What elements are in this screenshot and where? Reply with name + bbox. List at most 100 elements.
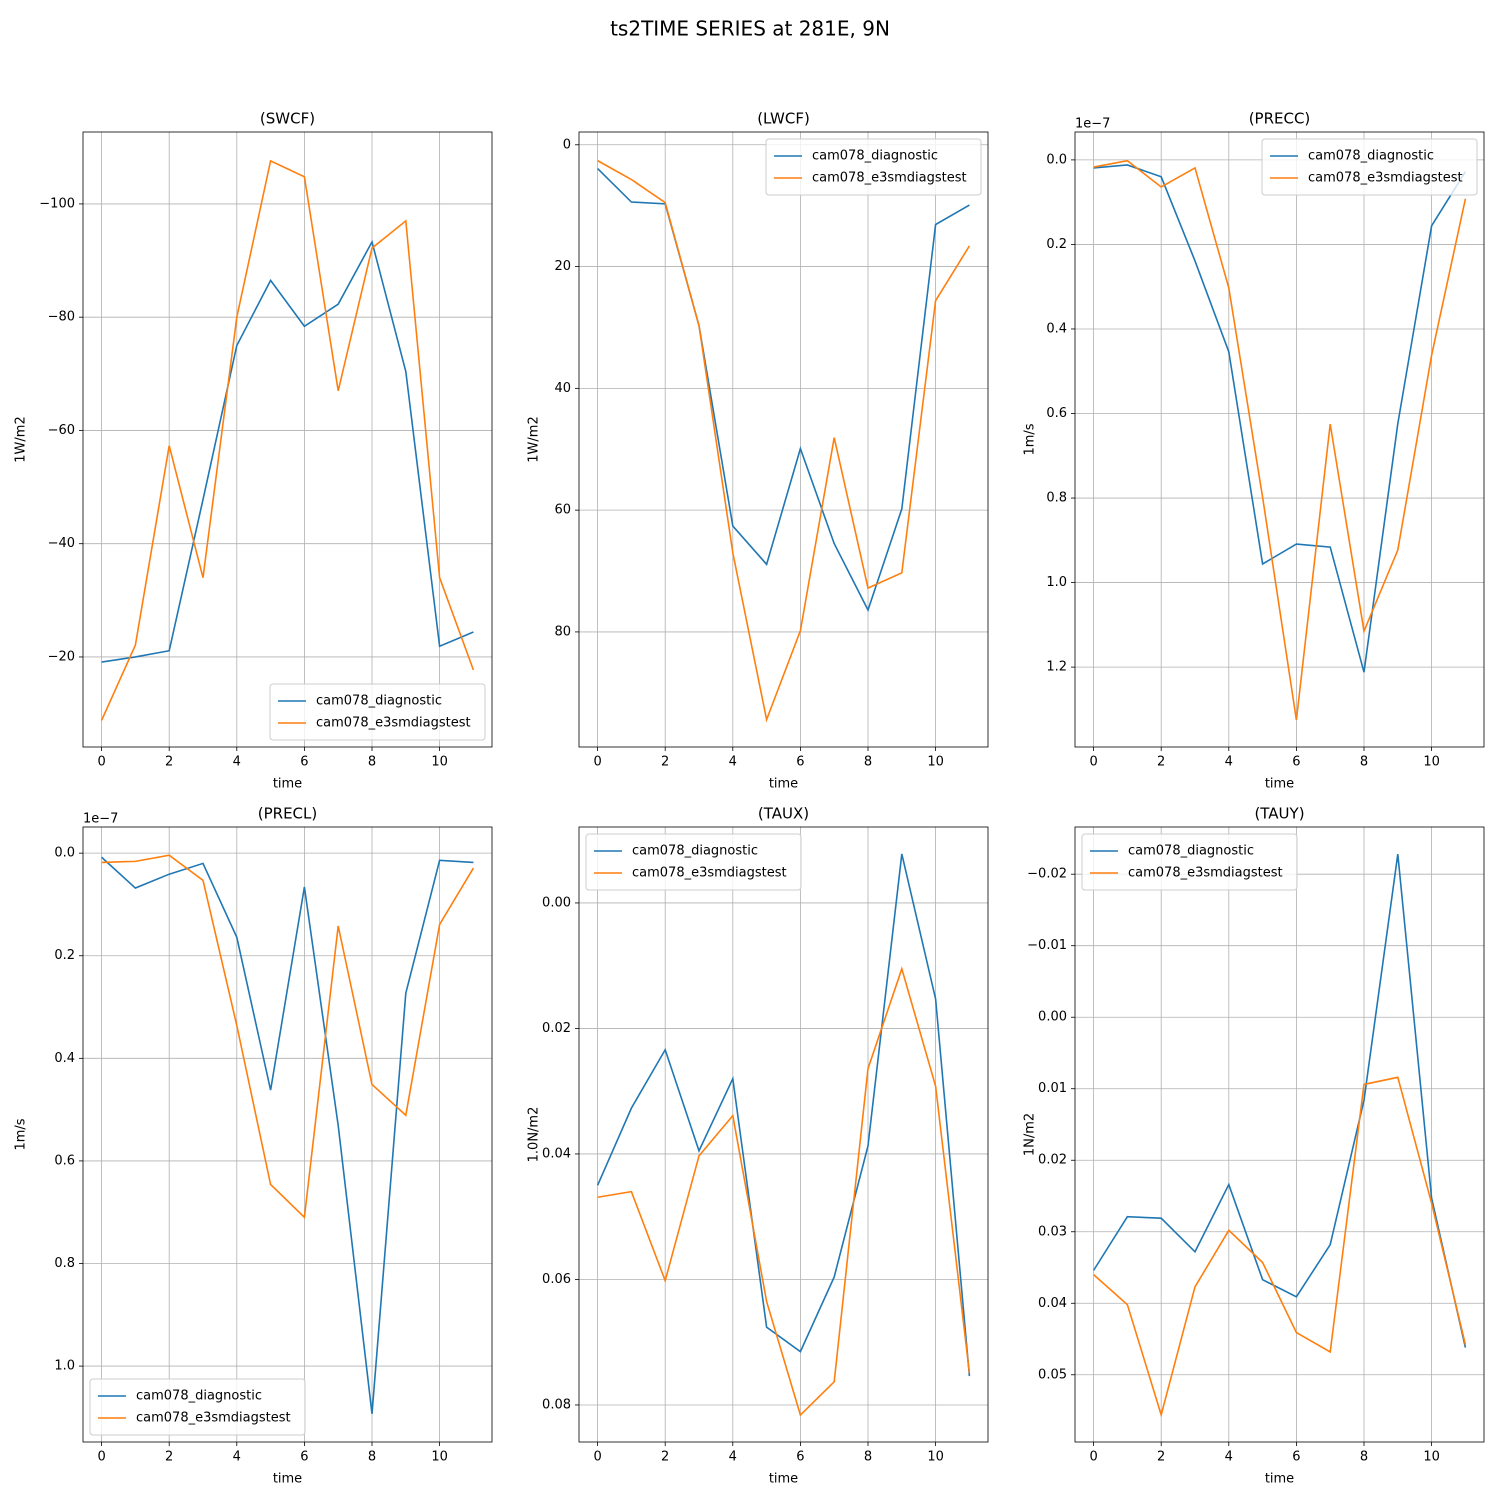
- y-tick-label: −0.02: [1027, 867, 1067, 882]
- y-tick-label: 80: [554, 624, 571, 639]
- x-axis-label: time: [273, 1472, 302, 1487]
- y-tick-label: 0.02: [542, 1021, 571, 1036]
- y-tick-label: 1.2: [1046, 660, 1067, 675]
- x-tick-label: 6: [300, 755, 308, 770]
- x-tick-label: 0: [1089, 755, 1097, 770]
- axes-frame: [82, 826, 493, 1443]
- subplot-title: (PRECL): [258, 805, 317, 823]
- y-axis-label: 1W/m2: [527, 416, 542, 462]
- y-tick-label: 0.4: [1046, 321, 1067, 336]
- x-tick-label: 8: [368, 755, 376, 770]
- subplot-title: (TAUY): [1254, 805, 1304, 823]
- x-tick-label: 10: [1423, 755, 1440, 770]
- x-axis-label: time: [769, 1472, 798, 1487]
- legend-label: cam078_e3smdiagstest: [632, 866, 787, 881]
- series-line: [101, 854, 475, 1220]
- y-tick-label: 40: [554, 381, 571, 396]
- y-tick-label: −100: [39, 196, 75, 211]
- x-tick-label: 6: [1292, 755, 1300, 770]
- y-tick-label: 0.02: [1038, 1153, 1067, 1168]
- x-tick-label: 6: [796, 755, 804, 770]
- x-tick-label: 4: [1225, 755, 1233, 770]
- legend-label: cam078_diagnostic: [632, 844, 758, 859]
- legend-label: cam078_e3smdiagstest: [1308, 171, 1463, 186]
- axes-frame: [578, 826, 989, 1443]
- series-line: [101, 239, 474, 663]
- series-line: [1093, 159, 1467, 721]
- x-tick-label: 2: [1157, 1450, 1165, 1465]
- x-tick-label: 8: [864, 1450, 872, 1465]
- y-tick-label: 0.06: [542, 1272, 571, 1287]
- legend-box: [1081, 833, 1298, 891]
- x-tick-label: 6: [1292, 1450, 1300, 1465]
- x-tick-label: 4: [729, 1450, 737, 1465]
- y-tick-label: 0.01: [1038, 1081, 1067, 1096]
- subplot-title: (PRECC): [1249, 110, 1311, 128]
- y-tick-label: 20: [554, 259, 571, 274]
- x-tick-label: 8: [368, 1450, 376, 1465]
- x-tick-label: 0: [593, 1450, 601, 1465]
- x-tick-label: 0: [97, 1450, 105, 1465]
- x-axis-label: time: [273, 777, 302, 792]
- y-tick-label: 0.04: [1038, 1296, 1067, 1311]
- series-line: [1092, 854, 1467, 1348]
- legend-label: cam078_diagnostic: [136, 1389, 262, 1404]
- y-tick-label: 0.2: [1046, 237, 1067, 252]
- x-tick-label: 8: [1360, 755, 1368, 770]
- legend-label: cam078_diagnostic: [812, 149, 938, 164]
- x-tick-label: 10: [431, 1450, 448, 1465]
- y-axis-label: 1m/s: [1023, 423, 1038, 455]
- legend-box: [89, 1378, 306, 1436]
- subplot: 0.0 0.2 0.4 0.6 0.8 1.0 1.2 0 2 4 6 8 10 (PRECC) time 1…: [1023, 110, 1485, 792]
- subplot: 0.0 0.2 0.4 0.6 0.8 1.0 0 2 4 6 8 10 (PRECL) time 1m/s…: [14, 805, 493, 1487]
- y-tick-label: 60: [554, 503, 571, 518]
- y-tick-label: −0.01: [1027, 938, 1067, 953]
- axes-frame: [578, 131, 989, 748]
- y-tick-label: 0.08: [542, 1397, 571, 1412]
- subplot-title: (LWCF): [757, 110, 810, 128]
- x-tick-label: 10: [927, 755, 944, 770]
- x-tick-label: 4: [729, 755, 737, 770]
- legend-box: [765, 138, 982, 196]
- series-line: [101, 856, 474, 1414]
- x-tick-label: 2: [661, 1450, 669, 1465]
- x-tick-label: 2: [165, 1450, 173, 1465]
- y-offset-label: 1e−7: [83, 812, 118, 827]
- y-tick-label: 0.8: [54, 1256, 75, 1271]
- subplot-title: (TAUX): [758, 805, 809, 823]
- y-tick-label: −40: [48, 536, 75, 551]
- x-tick-label: 10: [1423, 1450, 1440, 1465]
- series-line: [596, 853, 971, 1377]
- x-tick-label: 4: [1225, 1450, 1233, 1465]
- y-tick-label: 0.6: [54, 1153, 75, 1168]
- subplot: −100 −80 −60 −40 −20 0 2 4 6 8 10 (SWCF) time 1W/m2 ca…: [14, 110, 493, 792]
- legend-label: cam078_diagnostic: [1308, 149, 1434, 164]
- y-tick-label: 0.04: [542, 1146, 571, 1161]
- y-tick-label: 0: [563, 137, 571, 152]
- x-tick-label: 0: [97, 755, 105, 770]
- x-axis-label: time: [769, 777, 798, 792]
- y-tick-label: 0.8: [1046, 491, 1067, 506]
- legend-box: [269, 683, 486, 741]
- y-tick-label: 0.2: [54, 948, 75, 963]
- series-line: [597, 167, 970, 613]
- subplot: −0.02 −0.01 0.00 0.01 0.02 0.03 0.04 0.05 0 2 4 6 8 1…: [1023, 805, 1485, 1487]
- y-tick-label: −60: [48, 423, 75, 438]
- axes-frame: [1074, 131, 1485, 748]
- y-tick-label: −20: [48, 649, 75, 664]
- y-tick-label: 1.0: [54, 1359, 75, 1374]
- series-line: [1093, 1076, 1467, 1418]
- axes-frame: [1074, 826, 1485, 1443]
- legend-box: [1261, 138, 1478, 196]
- y-tick-label: 0.00: [542, 895, 571, 910]
- x-tick-label: 10: [431, 755, 448, 770]
- x-tick-label: 10: [927, 1450, 944, 1465]
- x-tick-label: 2: [661, 755, 669, 770]
- y-axis-label: 1m/s: [14, 1118, 29, 1150]
- figure-title: ts2TIME SERIES at 281E, 9N: [610, 17, 890, 41]
- x-tick-label: 8: [1360, 1450, 1368, 1465]
- legend-label: cam078_e3smdiagstest: [136, 1411, 291, 1426]
- x-axis-label: time: [1265, 777, 1294, 792]
- series-line: [597, 966, 971, 1417]
